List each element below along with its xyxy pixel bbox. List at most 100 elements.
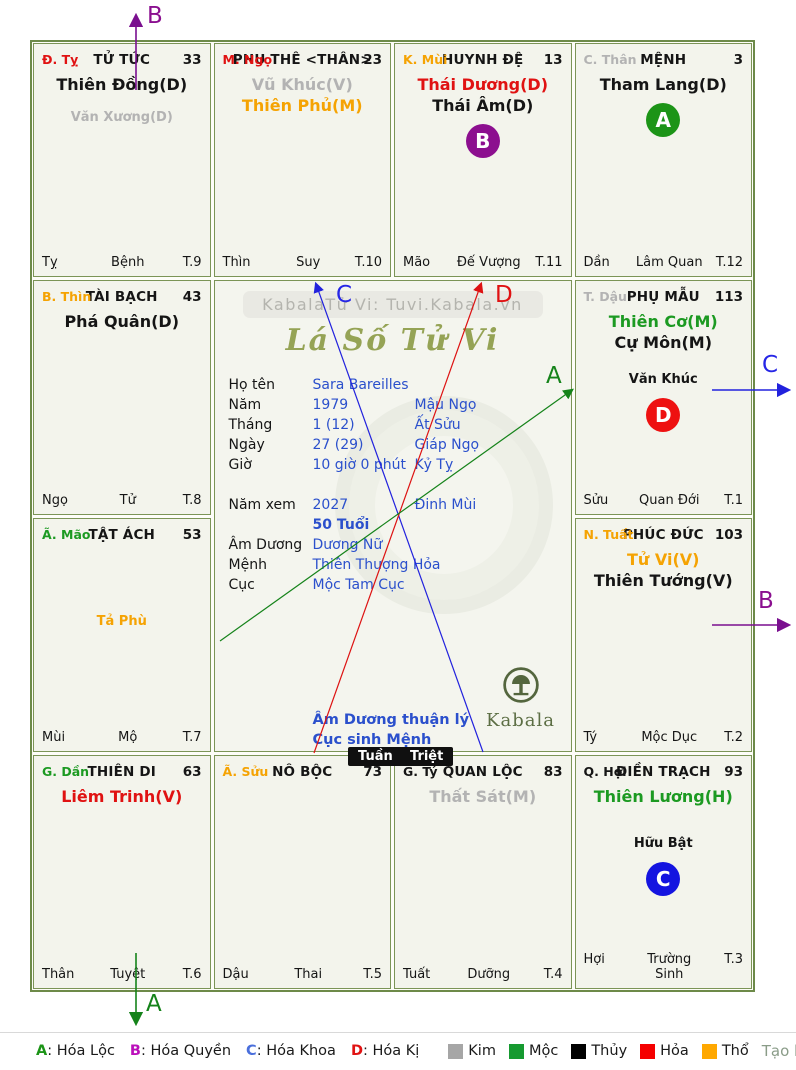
cell-header: G. Dần THIÊN DI 63 [34,756,210,786]
info-row: Mệnh Thiên Thượng Hỏa [229,555,565,575]
info-label: Họ tên [228,377,276,394]
arrow-label-c-diagonal: C [336,282,353,308]
info-value: 10 giờ 0 phút [312,457,407,474]
cell-no-boc: Ã. Sửu NÔ BỘC 73 Dậu Thai T.5 [213,754,391,989]
branch-name: Tỵ [42,255,58,271]
arrow-label-c-right: C [762,352,779,378]
minor-star: Tả Phù [96,613,147,629]
minor-star: Văn Xương(D) [70,110,173,125]
minor-star: Văn Khúc [628,372,698,388]
cell-thien-di: G. Dần THIÊN DI 63 Liêm Trinh(V) Thân Tu… [33,754,211,989]
stem-branch-label: Ã. Sửu [222,763,269,779]
house-name: HUYNH ĐỆ [442,52,524,68]
info-value: Thiên Thượng Hỏa [312,557,441,574]
age-number: 83 [543,763,563,780]
major-star: Cự Môn(M) [614,333,713,353]
cell-header: N. Tuất PHÚC ĐỨC 103 [576,519,752,549]
info-value: 2027 [312,497,349,514]
info-value: Mộc Tam Cục [312,577,405,594]
kabala-tree-icon [502,667,539,703]
info-value: Dương Nữ [312,537,383,554]
kabala-logo: Kabala [476,666,566,731]
info-value: 1 (12) [312,417,355,434]
info-value: 27 (29) [312,437,364,454]
arrow-label-b-top: B [147,3,163,29]
age-number: 3 [733,52,743,68]
age-number: 43 [182,289,202,306]
legend-element-moc: Mộc [508,1043,558,1059]
cell-menh: C. Thân MỆNH 3 Tham Lang(D) A Dần Lâm Qu… [574,43,752,278]
stem-branch-label: G. Dần [42,763,90,779]
cell-footer: Mùi Mộ T.7 [42,730,202,745]
tho-label: Thổ [721,1043,749,1059]
major-star: Tham Lang(D) [599,75,727,94]
cell-phuc-duc: N. Tuất PHÚC ĐỨC 103 Tử Vi(V) Thiên Tướn… [574,517,752,752]
cycle-label: T.8 [182,492,202,508]
major-star: Thiên Lương(H) [593,786,733,806]
major-star: Thái Âm(D) [432,96,534,115]
life-stage: Thai [294,967,323,982]
life-stage: Trường Sinh [647,952,692,982]
age-number: 73 [363,763,382,780]
life-stage: Dưỡng [467,967,511,982]
cycle-label: T.4 [543,967,563,982]
cell-footer: Thìn Suy T.10 [223,255,383,270]
house-name: TẬT ÁCH [88,526,156,543]
branch-name: Hợi [583,952,605,967]
life-stage: Tuyệt [110,967,146,982]
legend-hoa-ki: D: Hóa Kị [351,1043,419,1059]
hoa-color-swatch [640,1043,656,1059]
destiny-notes: Âm Dương thuận lý Cục sinh Mệnh Thân cư … [313,710,470,751]
major-star: Phá Quân(D) [64,312,180,332]
cell-header: Ã. Sửu NÔ BỘC 73 [215,756,391,786]
cell-tu-tuc: Đ. Tỵ TỬ TỨC 33 Thiên Đồng(D) Văn Xương(… [33,43,211,278]
legend-element-kim: Kim [448,1043,496,1059]
legend-element-tho: Thổ [701,1043,749,1059]
cell-footer: Mão Đế Vượng T.11 [403,255,563,270]
info-label: Âm Dương [228,537,303,554]
info-row: Năm 1979 Mậu Ngọ [229,395,565,415]
cell-header: M. Ngọ PHU THÊ <THÂN> 23 [215,44,391,74]
cell-tai-bach: B. Thìn TÀI BẠCH 43 Phá Quân(D) Ngọ Tử T… [33,280,211,515]
info-value: Đinh Mùi [414,497,477,514]
kim-label: Kim [468,1043,496,1059]
branch-name: Dậu [222,967,249,982]
cell-phu-the: M. Ngọ PHU THÊ <THÂN> 23 Vũ Khúc(V) Thiê… [213,43,391,278]
house-name: THIÊN DI [87,763,157,780]
stem-branch-label: C. Thân [583,52,637,67]
cell-header: K. Mùi HUYNH ĐỆ 13 [395,44,571,74]
life-stage: Mộ [118,729,138,745]
stem-branch-label: K. Mùi [403,52,448,67]
center-panel: KabalaTử Vi: Tuvi.Kabala.vn Lá Số Tử Vi … [213,280,572,752]
cell-header: Đ. Tỵ TỬ TỨC 33 [34,44,210,74]
branch-name: Dần [583,255,610,271]
cell-huynh-de: K. Mùi HUYNH ĐỆ 13 Thái Dương(D) Thái Âm… [394,43,572,278]
life-stage: Suy [296,255,321,271]
info-row: Năm xem 2027 Đinh Mùi [229,495,565,515]
house-name: ĐIỀN TRẠCH [615,763,711,780]
cycle-label: T.10 [354,255,382,271]
arrow-label-d-diagonal: D [495,282,513,308]
hoa-ki-letter: D [350,1043,363,1059]
thuy-color-swatch [571,1043,587,1059]
branch-name: Tý [583,729,598,745]
arrow-label-a-diagonal: A [546,363,562,389]
major-star: Thất Sát(M) [429,786,537,806]
cell-tat-ach: Ã. Mão TẬT ÁCH 53 Tả Phù Mùi Mộ T.7 [33,517,211,752]
hoa-quyen-letter: B [129,1043,141,1059]
major-star: Thiên Tướng(V) [593,570,733,590]
major-star: Thiên Đồng(D) [56,75,188,94]
legend-element-hoa: Hỏa [640,1043,689,1059]
info-label: Năm xem [228,497,296,514]
house-name: NÔ BỘC [272,763,333,780]
info-value: Mậu Ngọ [414,397,477,414]
hoa-khoa-label: : Hóa Khoa [256,1043,336,1059]
info-label: Tháng [228,417,273,434]
stem-branch-label: Q. Hợi [583,763,627,779]
house-name: PHU THÊ <THÂN> [232,52,372,68]
cell-footer: Thân Tuyệt T.6 [42,967,202,982]
info-value: 1979 [312,397,349,414]
age-number: 13 [543,52,563,68]
cell-header: T. Dậu PHỤ MẪU 113 [576,281,752,311]
cycle-label: T.3 [724,952,743,967]
